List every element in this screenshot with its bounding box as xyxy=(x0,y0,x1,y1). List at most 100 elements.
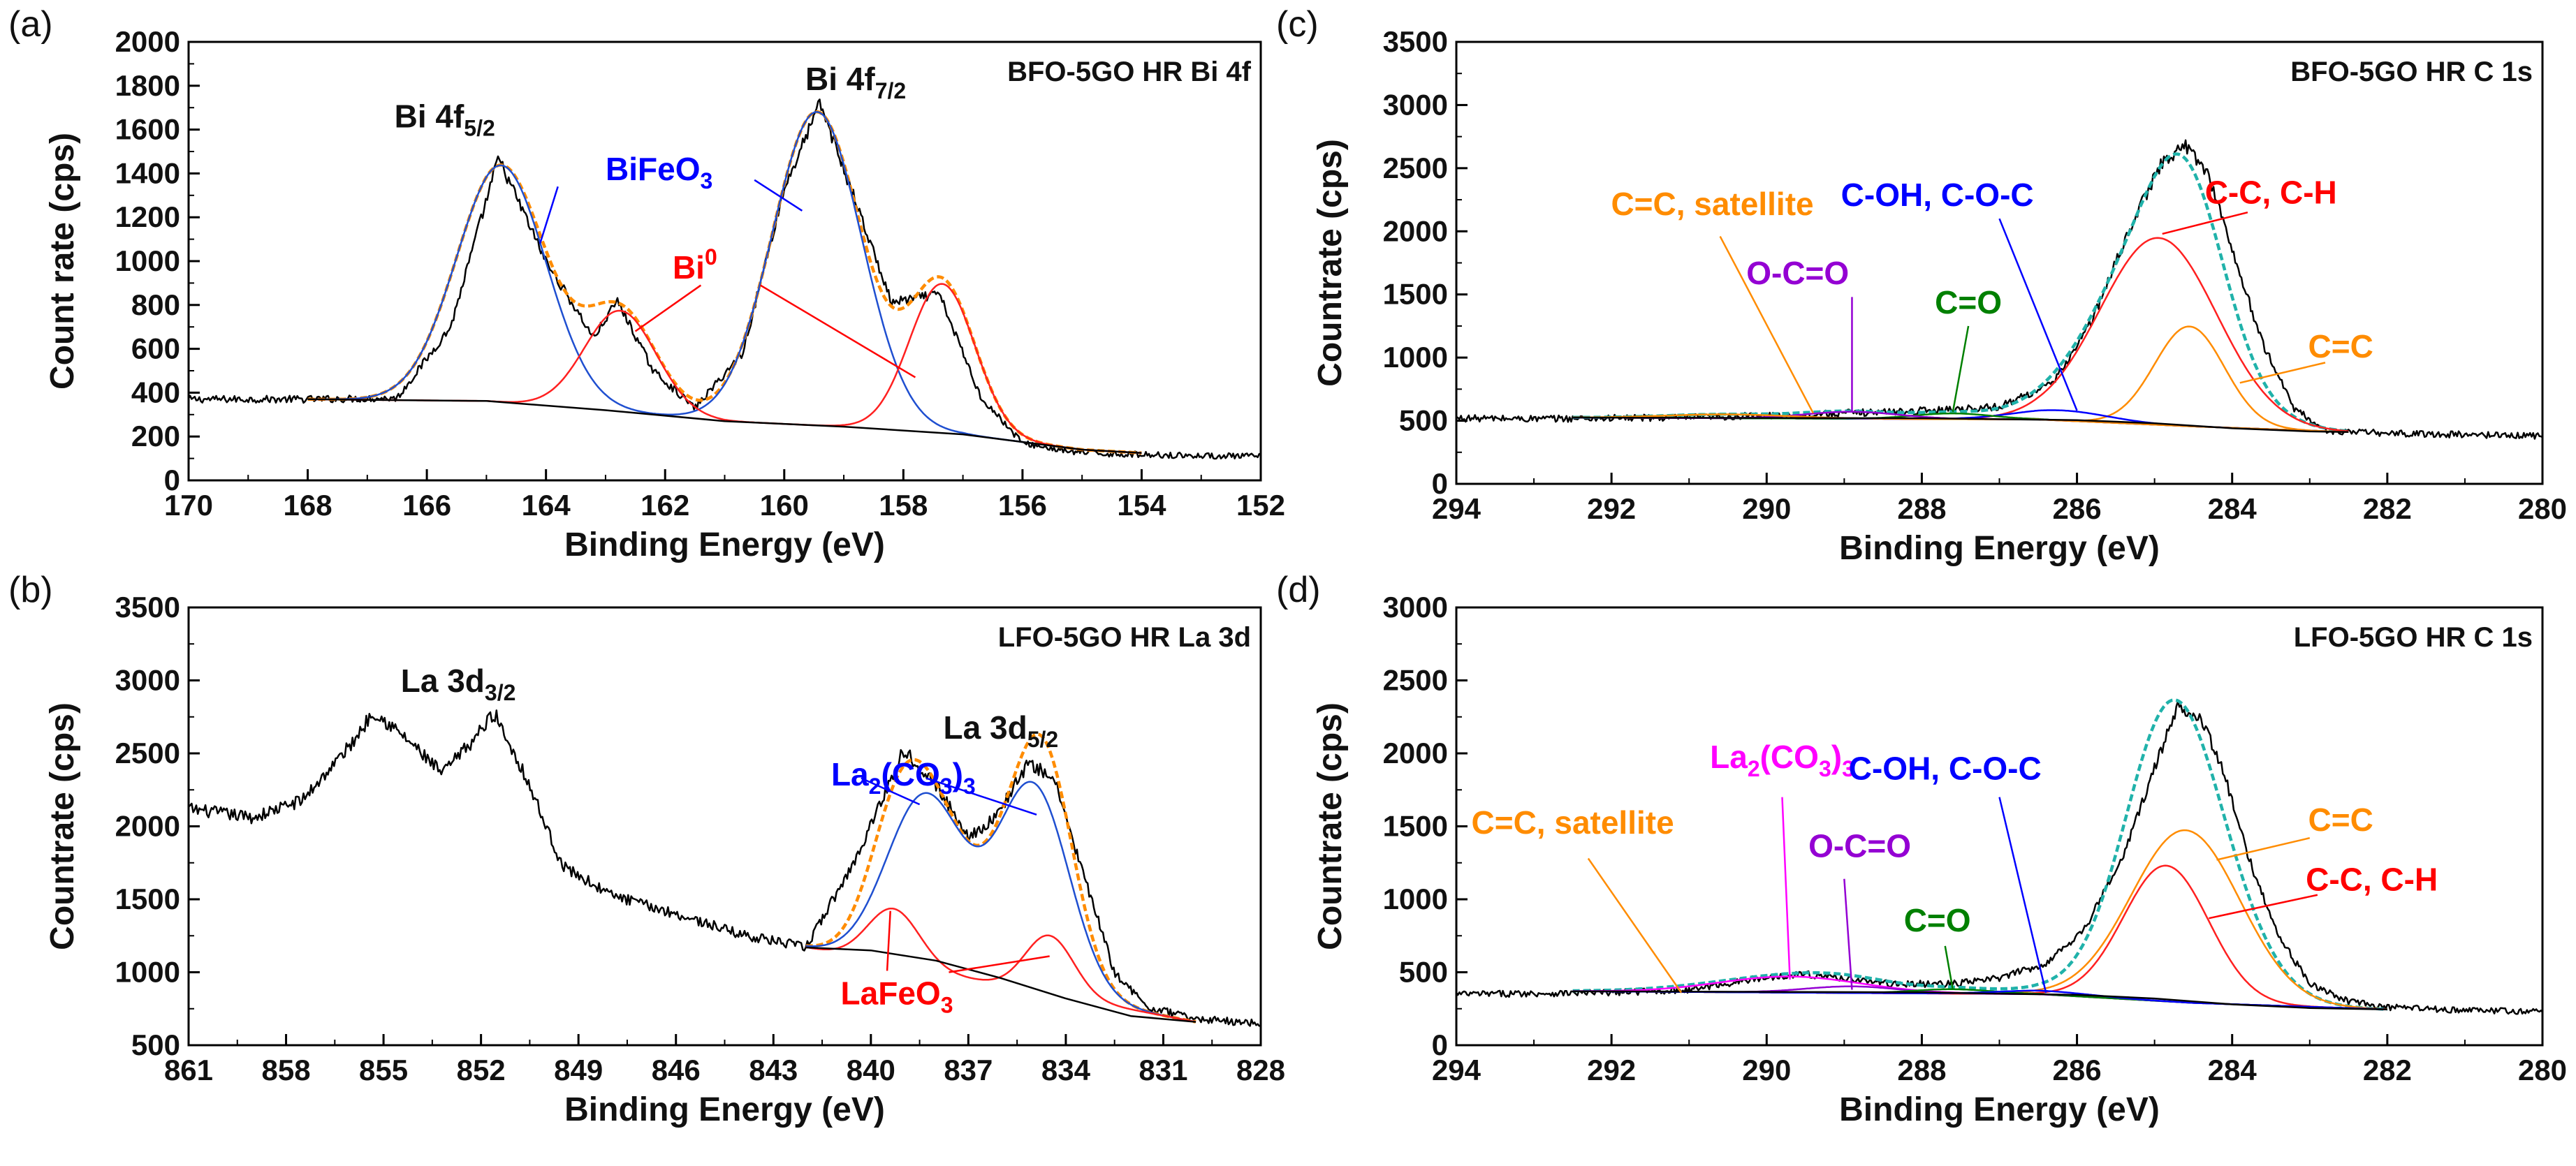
y-tick-label: 2000 xyxy=(115,25,180,58)
x-tick-label: 156 xyxy=(998,489,1047,522)
y-tick-label: 3500 xyxy=(1383,25,1448,58)
x-tick-label: 831 xyxy=(1139,1054,1187,1086)
y-tick-label: 1000 xyxy=(1383,883,1448,915)
annotation-leader xyxy=(760,284,916,378)
x-tick-label: 292 xyxy=(1587,492,1636,525)
annotation-label: La2(CO3)3 xyxy=(1710,739,1854,781)
x-axis-title: Binding Energy (eV) xyxy=(1839,1091,2160,1128)
panel-title: BFO-5GO HR Bi 4f xyxy=(1007,57,1252,87)
annotation-leader xyxy=(861,777,921,806)
annotation-leader xyxy=(2162,211,2248,235)
plot-area xyxy=(189,98,1261,460)
series-la2-co3-3 xyxy=(805,781,1196,1023)
annotation-label: C-OH, C-O-C xyxy=(1849,751,2042,787)
series-raw xyxy=(1456,700,2542,1015)
x-tick-label: 294 xyxy=(1432,492,1481,525)
annotation-label: La 3d5/2 xyxy=(944,709,1059,752)
annotation-leader xyxy=(1843,878,1853,990)
y-tick-label: 1200 xyxy=(115,200,180,233)
y-tick-label: 500 xyxy=(1399,404,1448,437)
panel-label: (c) xyxy=(1276,4,1319,45)
x-tick-label: 294 xyxy=(1432,1054,1481,1086)
x-tick-label: 849 xyxy=(554,1054,603,1086)
series-envelope xyxy=(1572,698,2387,1011)
annotation-leader xyxy=(1998,218,2078,411)
annotation-leader xyxy=(634,284,702,332)
panel-title: BFO-5GO HR C 1s xyxy=(2290,57,2533,87)
y-tick-label: 2500 xyxy=(1383,152,1448,184)
x-tick-label: 288 xyxy=(1897,1054,1946,1086)
annotation-leader xyxy=(886,910,891,971)
x-tick-label: 158 xyxy=(879,489,928,522)
annotation-label: O-C=O xyxy=(1746,255,1849,291)
annotation-leader xyxy=(2239,362,2326,384)
series-raw xyxy=(189,98,1261,460)
y-tick-label: 500 xyxy=(131,1028,180,1061)
annotation-leader xyxy=(1944,945,1954,990)
series-bifeo3 xyxy=(307,111,1142,454)
x-tick-label: 282 xyxy=(2363,492,2412,525)
annotation-label: O-C=O xyxy=(1808,827,1911,864)
plot-area xyxy=(189,709,1261,1028)
panel-a: 170 168 166 164 162 160 158 156 154 152 0 200 400 600… xyxy=(8,4,1285,563)
x-tick-label: 280 xyxy=(2518,492,2567,525)
x-tick-label: 292 xyxy=(1587,1054,1636,1086)
y-tick-label: 1800 xyxy=(115,69,180,102)
y-tick-label: 1600 xyxy=(115,113,180,146)
y-tick-label: 1500 xyxy=(1383,278,1448,311)
annotation-label: C=O xyxy=(1904,902,1971,938)
x-tick-label: 282 xyxy=(2363,1054,2412,1086)
annotation-leader xyxy=(949,955,1050,973)
x-tick-label: 162 xyxy=(641,489,689,522)
annotation-label: Bi 4f7/2 xyxy=(805,61,906,103)
x-tick-label: 861 xyxy=(164,1054,213,1086)
y-tick-label: 200 xyxy=(131,420,180,452)
x-tick-label: 852 xyxy=(457,1054,506,1086)
annotation-leader xyxy=(1781,797,1791,980)
series-envelope xyxy=(805,732,1197,1024)
y-tick-label: 2000 xyxy=(1383,214,1448,247)
x-tick-label: 286 xyxy=(2053,1054,2102,1086)
y-tick-label: 0 xyxy=(164,464,180,496)
panel-d: 294 292 290 288 286 284 282 280 0 500 1000 1500 2000… xyxy=(1276,570,2567,1128)
annotation-leader xyxy=(754,179,803,212)
annotation-leader xyxy=(1952,325,1970,413)
y-tick-label: 800 xyxy=(131,288,180,321)
series-background xyxy=(307,398,1142,455)
annotation-label: C=C, satellite xyxy=(1611,186,1813,222)
x-axis-title: Binding Energy (eV) xyxy=(564,526,885,563)
plot-frame xyxy=(187,606,1262,1047)
x-tick-label: 290 xyxy=(1742,1054,1791,1086)
annotation-label: C=C xyxy=(2308,802,2373,838)
y-axis-title: Countrate (cps) xyxy=(1312,139,1349,387)
annotation-label: Bi0 xyxy=(673,244,717,286)
x-tick-label: 286 xyxy=(2053,492,2102,525)
y-tick-label: 600 xyxy=(131,332,180,365)
x-tick-label: 284 xyxy=(2208,1054,2257,1086)
series-lafeo3 xyxy=(805,907,1196,1023)
x-tick-label: 837 xyxy=(944,1054,993,1086)
plot-area xyxy=(1456,139,2542,440)
y-tick-label: 1000 xyxy=(115,956,180,989)
annotation-label: C-OH, C-O-C xyxy=(1841,177,2034,213)
x-tick-label: 280 xyxy=(2518,1054,2567,1086)
x-tick-label: 166 xyxy=(402,489,451,522)
annotation-label: Bi 4f5/2 xyxy=(395,98,495,140)
annotation-label: C=C, satellite xyxy=(1472,804,1674,841)
annotation-label: LaFeO3 xyxy=(841,975,953,1017)
x-tick-label: 152 xyxy=(1236,489,1285,522)
x-tick-label: 843 xyxy=(749,1054,798,1086)
y-tick-label: 1500 xyxy=(1383,810,1448,843)
x-tick-label: 154 xyxy=(1117,489,1166,522)
series-envelope xyxy=(307,110,1142,455)
x-tick-label: 290 xyxy=(1742,492,1791,525)
panel-c: 294 292 290 288 286 284 282 280 0 500 1000 1500 2000… xyxy=(1276,4,2567,567)
annotation-label: La 3d3/2 xyxy=(401,663,516,705)
y-axis-title: Countrate (cps) xyxy=(1312,702,1349,950)
plot-area xyxy=(1456,698,2542,1015)
panel-title: LFO-5GO HR La 3d xyxy=(998,622,1251,653)
annotation-leader xyxy=(2216,837,2311,861)
x-tick-label: 828 xyxy=(1236,1054,1285,1086)
series-raw xyxy=(189,709,1261,1028)
